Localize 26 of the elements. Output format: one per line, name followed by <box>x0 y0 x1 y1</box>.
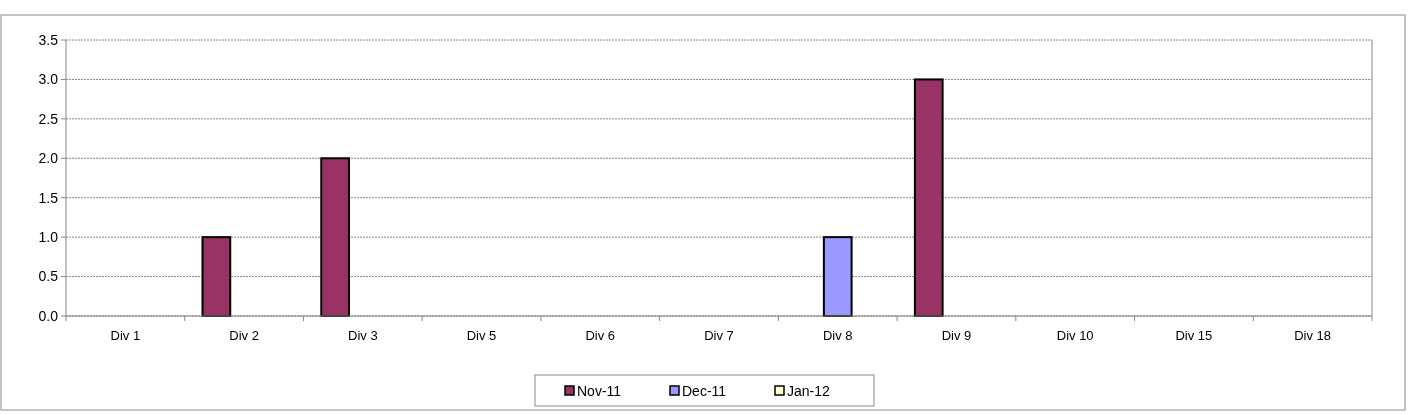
x-tick-label: Div 9 <box>941 328 972 343</box>
x-tick-label: Div 10 <box>1056 328 1094 343</box>
x-tick-label: Div 3 <box>348 328 378 343</box>
y-tick-label: 2.0 <box>38 150 59 167</box>
legend-label: Nov-11 <box>577 382 622 399</box>
bar <box>201 236 232 317</box>
y-tick-label: 0.0 <box>38 307 59 324</box>
x-tick-label: Div 1 <box>110 328 141 343</box>
y-tick-label: 3.0 <box>38 71 59 88</box>
y-tick-label: 2.5 <box>38 110 59 127</box>
x-tick-label: Div 5 <box>466 328 497 343</box>
x-tick-label: Div 18 <box>1294 328 1332 343</box>
x-tick-label: Div 8 <box>822 328 853 343</box>
x-tick-label: Div 6 <box>585 328 616 343</box>
y-tick-label: 1.0 <box>38 229 59 246</box>
bar <box>913 78 944 317</box>
y-tick-label: 1.5 <box>38 189 59 206</box>
legend-label: Dec-11 <box>682 382 727 399</box>
y-tick-label: 3.5 <box>38 31 59 48</box>
x-tick-label: Div 15 <box>1175 328 1213 343</box>
legend-label: Jan-12 <box>787 382 831 399</box>
bar <box>320 157 350 317</box>
x-tick-label: Div 2 <box>229 328 259 343</box>
x-tick-label: Div 7 <box>704 328 734 343</box>
y-tick-label: 0.5 <box>38 268 59 285</box>
bar <box>822 236 853 317</box>
